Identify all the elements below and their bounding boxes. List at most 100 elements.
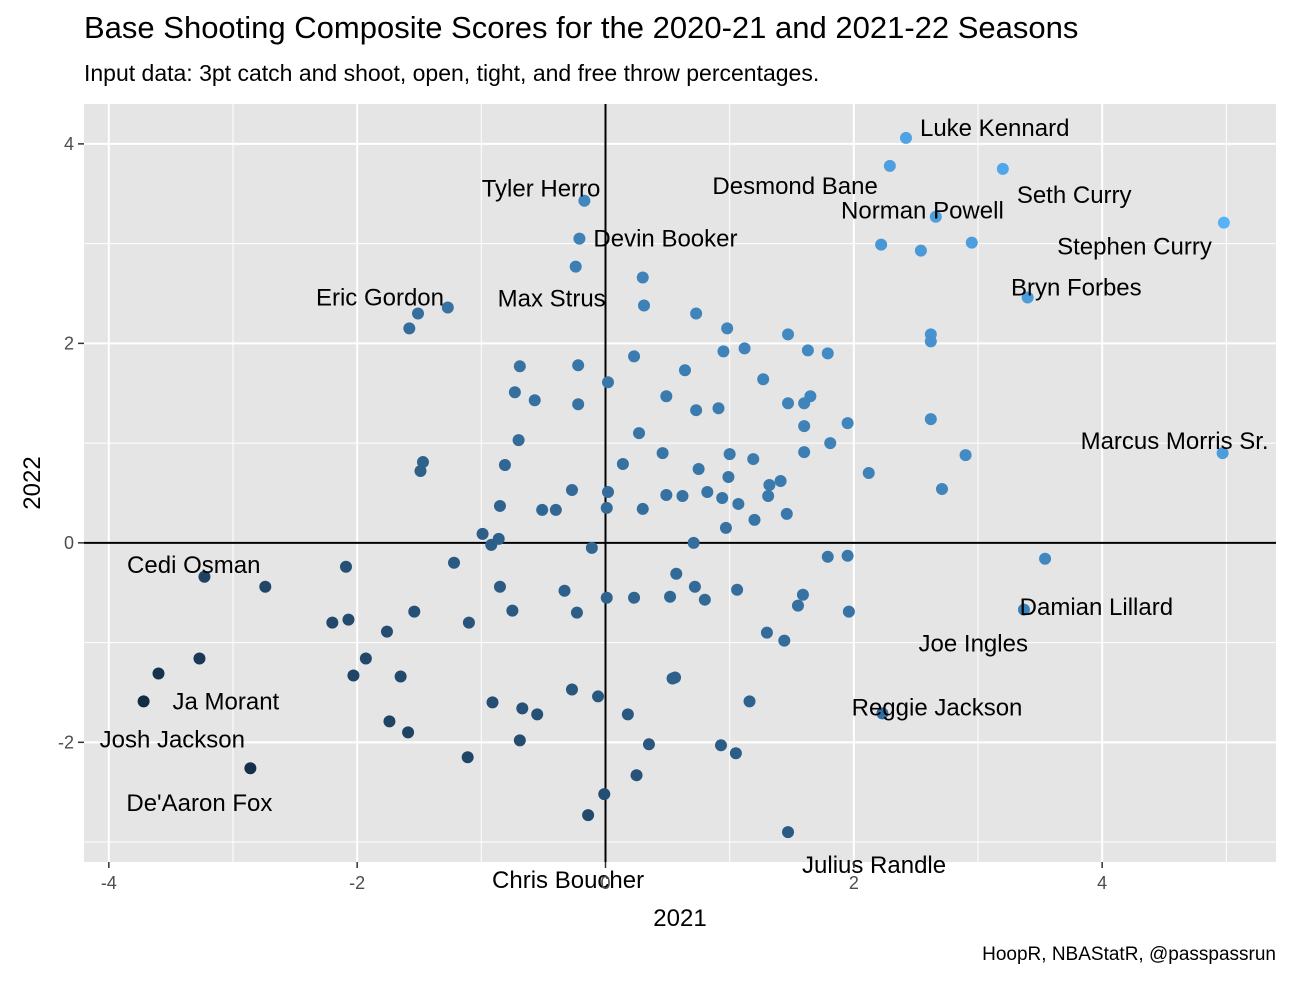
data-point	[402, 726, 415, 739]
y-tick-label: 2	[64, 333, 74, 353]
data-point	[582, 809, 595, 822]
data-point	[585, 541, 598, 554]
data-point	[782, 826, 795, 839]
data-point	[660, 390, 673, 403]
y-tick-label: 4	[64, 134, 74, 154]
point-labels: Luke Kennard Seth Curry Desmond BaneNorman…	[100, 115, 1269, 894]
data-point	[841, 549, 854, 562]
point-label: Devin Booker	[593, 226, 737, 253]
data-point	[326, 616, 339, 629]
data-point	[723, 448, 736, 461]
data-point	[600, 591, 613, 604]
data-point	[698, 593, 711, 606]
point-label: Norman Powell	[841, 198, 1004, 225]
data-point	[719, 521, 732, 534]
data-point	[598, 788, 611, 801]
data-point	[259, 580, 272, 593]
data-point	[721, 322, 734, 335]
data-point	[508, 386, 521, 399]
data-point	[339, 560, 352, 573]
data-point	[778, 634, 791, 647]
data-point	[572, 359, 585, 372]
data-point	[690, 307, 703, 320]
data-point	[676, 489, 689, 502]
data-point	[513, 360, 526, 373]
data-point	[729, 747, 742, 760]
data-point	[636, 502, 649, 515]
data-point	[841, 417, 854, 430]
data-point	[531, 708, 544, 721]
data-point	[717, 345, 730, 358]
y-tick-label: 0	[64, 533, 74, 553]
data-point	[656, 447, 669, 460]
data-point	[996, 162, 1009, 175]
data-point	[732, 497, 745, 510]
data-point	[628, 350, 641, 363]
data-point	[448, 556, 461, 569]
data-point	[137, 695, 150, 708]
data-point	[476, 527, 489, 540]
data-point	[747, 453, 760, 466]
point-label: Marcus Morris Sr.	[1081, 428, 1269, 455]
data-point	[883, 159, 896, 172]
point-label: De'Aaron Fox	[126, 790, 272, 817]
data-point	[565, 483, 578, 496]
data-point	[359, 652, 372, 665]
x-axis-title: 2021	[653, 905, 706, 932]
data-point	[569, 260, 582, 273]
data-point	[461, 751, 474, 764]
data-point	[498, 459, 511, 472]
data-point	[875, 238, 888, 251]
data-point	[798, 446, 811, 459]
data-point	[570, 606, 583, 619]
data-point	[876, 707, 889, 720]
data-point	[782, 397, 795, 410]
data-point	[1217, 216, 1230, 229]
data-point	[616, 458, 629, 471]
data-point	[959, 449, 972, 462]
data-point	[664, 590, 677, 603]
data-point	[628, 591, 641, 604]
data-point	[412, 307, 425, 320]
point-label: Bryn Forbes	[1011, 274, 1142, 301]
data-point	[692, 463, 705, 476]
data-point	[690, 404, 703, 417]
data-point	[601, 376, 614, 389]
data-point	[244, 762, 257, 775]
data-point	[748, 513, 761, 526]
chart-caption: HoopR, NBAStatR, @passpassrun	[982, 944, 1276, 965]
x-tick-label: -4	[101, 873, 117, 893]
data-point	[821, 347, 834, 360]
data-point	[342, 613, 355, 626]
data-points	[137, 131, 1230, 839]
data-point	[1216, 447, 1229, 460]
data-point	[731, 583, 744, 596]
data-point	[763, 478, 776, 491]
data-point	[666, 672, 679, 685]
data-point	[924, 413, 937, 426]
x-tick-label: 0	[600, 873, 610, 893]
data-point	[738, 342, 751, 355]
data-point	[965, 236, 978, 249]
data-point	[688, 580, 701, 593]
point-label: Ja Morant	[173, 688, 280, 715]
data-point	[798, 397, 811, 410]
point-label: Joe Ingles	[919, 631, 1028, 658]
x-tick-label: 2	[849, 873, 859, 893]
data-point	[578, 194, 591, 207]
data-point	[660, 488, 673, 501]
data-point	[899, 131, 912, 144]
data-point	[403, 322, 416, 335]
data-point	[506, 604, 519, 617]
data-point	[347, 669, 360, 682]
data-point	[152, 667, 165, 680]
data-point	[798, 420, 811, 433]
data-point	[774, 475, 787, 488]
data-point	[601, 485, 614, 498]
data-point	[670, 567, 683, 580]
data-point	[782, 328, 795, 341]
y-axis-ticks: -2 0 2 4	[58, 134, 84, 752]
x-tick-label: 4	[1097, 873, 1107, 893]
data-point	[493, 499, 506, 512]
data-point	[558, 584, 571, 597]
